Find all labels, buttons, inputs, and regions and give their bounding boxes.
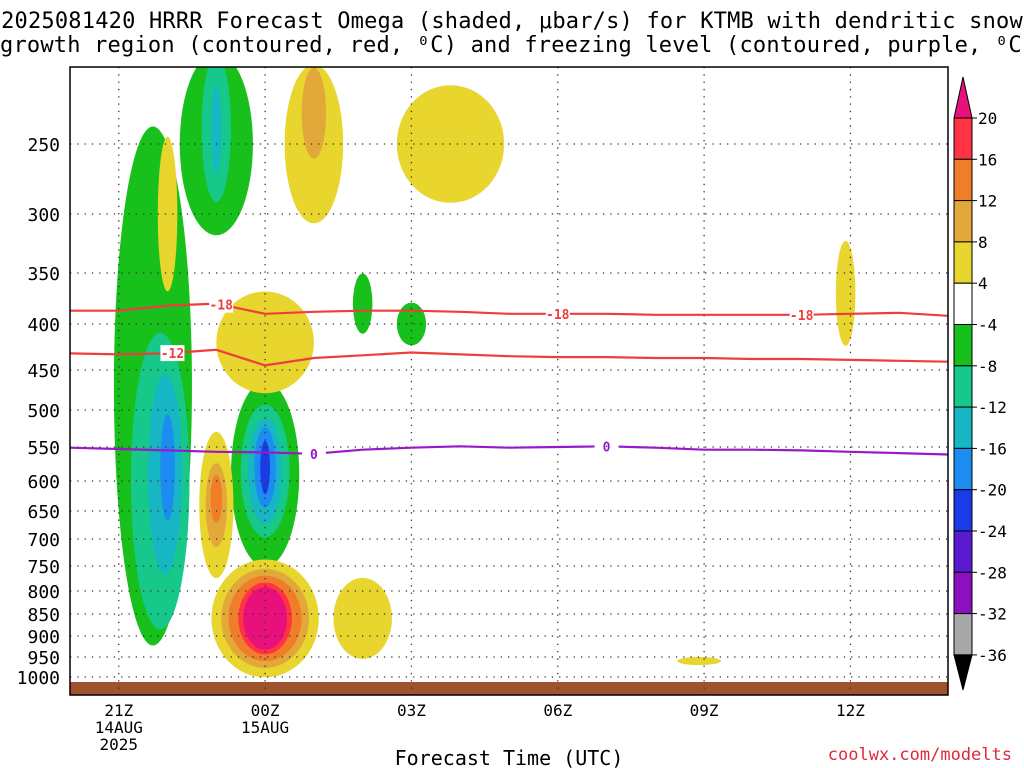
omega-region-up-12 [352, 273, 373, 334]
contour-label-0-2: -18 [790, 309, 814, 324]
y-tick-label-750: 750 [27, 557, 60, 578]
x-tick-label-13-0: 09Z [690, 701, 719, 720]
contour-label-bg-0-1 [545, 305, 570, 322]
colorbar-segment-7 [953, 406, 973, 449]
colorbar-bottom-arrow [953, 654, 973, 691]
colorbar-segment-1 [953, 158, 973, 202]
y-tick-label-550: 550 [27, 438, 60, 459]
omega-region-down-25 [333, 577, 392, 659]
y-tick-label-400: 400 [27, 315, 60, 336]
colorbar-label-10: -24 [978, 522, 1007, 541]
y-tick-label-500: 500 [27, 401, 60, 422]
colorbar-segment-4 [953, 282, 973, 326]
colorbar-label-11: -28 [978, 563, 1007, 582]
contour-label-bg-2-1 [594, 438, 619, 455]
contour-label-bg-0-2 [789, 306, 814, 323]
colorbar-label-7: -12 [978, 398, 1007, 417]
colorbar-segment-2 [953, 200, 973, 243]
colorbar-label-8: -16 [978, 439, 1007, 458]
source-credit: coolwx.com/modelts [827, 745, 1012, 765]
chart-title-line-2: growth region (contoured, red, ⁰C) and f… [0, 33, 1024, 58]
colorbar-segment-8 [953, 447, 973, 491]
y-tick-label-600: 600 [27, 472, 60, 493]
colorbar-label-12: -32 [978, 605, 1007, 624]
omega-region-down-18 [243, 587, 288, 650]
colorbar-segment-6 [953, 365, 973, 408]
contour-label-1-0: -12 [161, 347, 184, 362]
y-tick-label-450: 450 [27, 361, 60, 382]
omega-region-up-13 [396, 302, 427, 346]
plot-frame [69, 66, 949, 696]
colorbar-label-6: -8 [978, 357, 997, 376]
contour-line-1 [70, 348, 948, 367]
colorbar-segment-5 [953, 324, 973, 367]
y-tick-label-950: 950 [27, 648, 60, 669]
contour-line-0 [70, 302, 948, 317]
colorbar-label-0: 20 [978, 109, 997, 128]
plot-area: -18 -18 -18 -12 0 0 [70, 67, 948, 695]
colorbar-segment-9 [953, 489, 973, 532]
y-tick-label-700: 700 [27, 530, 60, 551]
colorbar-segment-3 [953, 241, 973, 284]
colorbar-label-4: 4 [978, 274, 988, 293]
x-tick-label-1-1: 14AUG [95, 718, 143, 737]
colorbar-segment-10 [953, 530, 973, 573]
y-tick-label-300: 300 [27, 205, 60, 226]
colorbar-label-13: -36 [978, 646, 1007, 665]
y-tick-label-350: 350 [27, 264, 60, 285]
y-tick-label-250: 250 [27, 135, 60, 156]
colorbar-segment-12 [953, 613, 973, 656]
omega-region-down-29 [835, 241, 856, 346]
colorbar-segment-0 [953, 117, 973, 160]
contour-line-2 [70, 445, 948, 456]
x-tick-label-16-0: 12Z [836, 701, 865, 720]
omega-region-up-11 [260, 440, 270, 495]
colorbar-label-9: -20 [978, 481, 1007, 500]
terrain-strip [70, 682, 948, 695]
omega-region-down-27 [157, 136, 178, 292]
omega-region-up-3 [160, 414, 175, 521]
contour-label-2-0: 0 [310, 448, 318, 463]
contour-label-bg-2-0 [301, 445, 326, 462]
x-tick-label-4-0: 00Z [251, 701, 280, 720]
contour-label-0-1: -18 [546, 308, 570, 323]
y-tick-label-800: 800 [27, 582, 60, 603]
omega-region-down-23 [301, 67, 327, 159]
x-tick-label-7-0: 03Z [397, 701, 426, 720]
colorbar-segment-11 [953, 571, 973, 615]
y-tick-label-850: 850 [27, 605, 60, 626]
chart-title-line-1: 2025081420 HRRR Forecast Omega (shaded, … [1, 9, 1023, 34]
y-tick-label-900: 900 [27, 627, 60, 648]
colorbar-label-1: 16 [978, 150, 997, 169]
contour-label-bg-0-0 [209, 296, 234, 313]
x-tick-label-1-0: 21Z [104, 701, 133, 720]
colorbar-label-2: 12 [978, 192, 997, 211]
contour-label-2-1: 0 [603, 440, 611, 455]
colorbar-label-5: -4 [978, 316, 997, 335]
x-tick-label-1-2: 2025 [100, 735, 139, 754]
omega-region-down-24 [216, 291, 314, 394]
y-tick-label-650: 650 [27, 502, 60, 523]
x-tick-label-10-0: 06Z [543, 701, 572, 720]
colorbar-label-3: 8 [978, 233, 988, 252]
omega-region-up-6 [211, 83, 222, 174]
contour-label-0-0: -18 [209, 299, 233, 314]
x-tick-label-4-1: 15AUG [241, 718, 289, 737]
y-tick-label-1000: 1000 [17, 668, 60, 689]
x-axis-title: Forecast Time (UTC) [395, 746, 624, 768]
contour-label-bg-1-0 [160, 345, 185, 362]
colorbar-top-arrow [953, 76, 973, 119]
omega-region-down-21 [210, 475, 223, 523]
omega-region-down-28 [677, 657, 722, 665]
